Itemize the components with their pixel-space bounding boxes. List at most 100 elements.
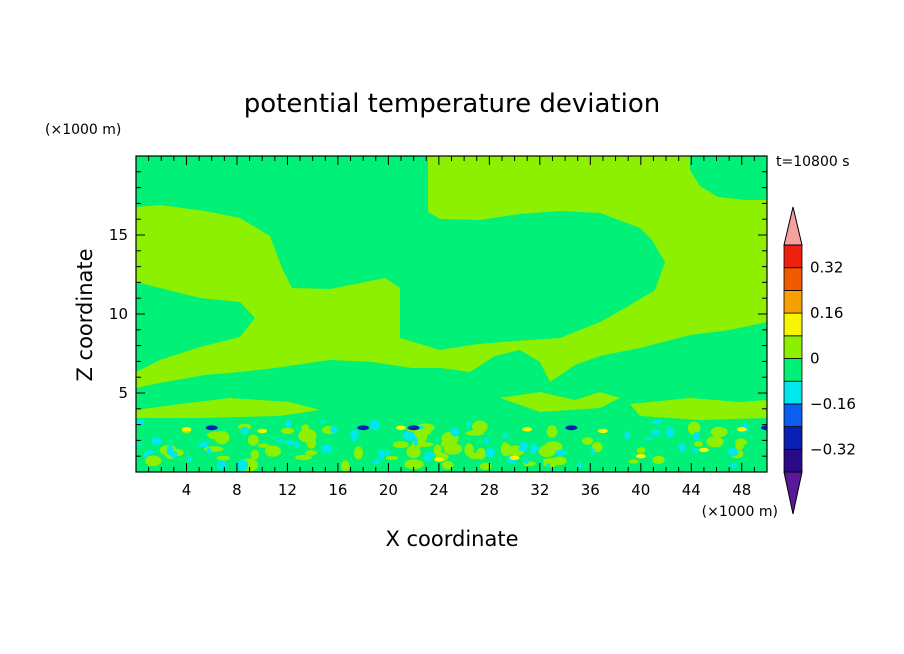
warm-cell (509, 455, 520, 460)
cyan-cell (285, 419, 292, 429)
cyan-cell (197, 443, 208, 448)
green-cell (416, 423, 435, 432)
axis-ticks (136, 156, 767, 472)
green-cell (442, 460, 454, 470)
x-tick-label: 16 (328, 481, 347, 499)
colorbar-tick-label: −0.16 (810, 395, 856, 413)
green-cell (500, 442, 510, 457)
cold-cell (357, 425, 370, 431)
cyan-cell (652, 419, 663, 425)
green-cell (694, 441, 704, 447)
cyan-cell (321, 444, 333, 453)
warm-cell (257, 428, 268, 434)
colorbar-tick-label: 0.32 (810, 259, 843, 277)
green-cell (479, 462, 492, 471)
x-unit-label: (×1000 m) (702, 504, 778, 520)
green-cell (216, 455, 230, 461)
boundary-layer-blobs (136, 419, 767, 472)
green-cell (636, 447, 646, 454)
time-label: t=10800 s (776, 154, 850, 170)
cyan-cell (372, 459, 381, 465)
green-cell (305, 450, 317, 456)
green-cell (538, 445, 556, 458)
cyan-cell (136, 442, 142, 446)
green-cell (306, 437, 317, 449)
cyan-cell (169, 450, 178, 458)
cold-cell (205, 425, 218, 431)
x-tick-label: 48 (732, 481, 751, 499)
cyan-cell (644, 436, 653, 441)
colorbar-tick-label: 0 (810, 350, 820, 368)
green-cell (257, 443, 270, 448)
green-cell (250, 449, 259, 460)
green-cell (406, 445, 421, 459)
cyan-cell (577, 462, 583, 468)
cyan-cell (401, 432, 412, 437)
warm-cell (181, 427, 192, 432)
colorbar-segment (783, 380, 803, 405)
colorbar-upper-arrow (783, 206, 803, 246)
cyan-cell (151, 436, 162, 446)
warm-cell (522, 427, 533, 432)
x-tick-label: 40 (631, 481, 650, 499)
x-tick-label: 24 (429, 481, 448, 499)
cyan-cell (524, 458, 529, 464)
cyan-cell (143, 452, 149, 458)
cyan-cell (385, 449, 390, 457)
green-cell (472, 420, 488, 433)
green-cell (301, 424, 310, 432)
cyan-cell (665, 427, 675, 438)
cyan-cell (320, 419, 325, 424)
cyan-cell (240, 426, 249, 435)
field-upper-negative-band (136, 156, 767, 350)
warm-cell (698, 447, 709, 453)
x-tick-label: 36 (581, 481, 600, 499)
cyan-cell (529, 446, 541, 450)
green-cell (264, 445, 281, 457)
colorbar (783, 206, 803, 515)
cyan-cell (519, 441, 528, 452)
x-tick-label: 8 (232, 481, 242, 499)
green-cell (628, 459, 639, 464)
field-lower-negative-band (136, 282, 767, 472)
cyan-cell (424, 452, 435, 458)
y-axis-label: Z coordinate (73, 248, 97, 381)
cold-cell (407, 425, 420, 431)
colorbar-segment (783, 312, 803, 337)
colorbar-segment (783, 267, 803, 291)
green-cell (652, 455, 665, 464)
cyan-cell (692, 447, 698, 453)
cyan-cell (237, 460, 249, 471)
green-cell (546, 425, 558, 438)
plot-area (136, 156, 767, 472)
green-cell (214, 430, 230, 445)
cyan-cell (727, 448, 739, 457)
y-unit-label: (×1000 m) (45, 122, 121, 138)
green-cell (385, 455, 399, 461)
y-tick-label: 15 (109, 226, 128, 244)
cyan-cell (501, 434, 510, 439)
cyan-cell (294, 441, 300, 449)
x-tick-label: 12 (278, 481, 297, 499)
cyan-cell (484, 437, 490, 444)
green-cell (354, 446, 363, 460)
colorbar-segment (783, 289, 803, 314)
cyan-cell (216, 460, 227, 471)
colorbar-segment (783, 244, 803, 269)
green-cell (468, 452, 481, 459)
x-axis-label: X coordinate (385, 527, 518, 551)
cyan-cell (285, 440, 295, 445)
cyan-cell (730, 462, 737, 469)
green-cell (414, 442, 434, 447)
colorbar-labels: 0.32 0.16 0 −0.16 −0.32 (810, 259, 856, 459)
cyan-cell (136, 419, 145, 425)
colorbar-segment (783, 358, 803, 382)
green-cell (404, 459, 424, 470)
green-cell (340, 460, 350, 472)
colorbar-tick-label: 0.16 (810, 304, 843, 322)
cyan-cell (624, 430, 630, 440)
x-tick-label: 28 (480, 481, 499, 499)
cyan-cell (275, 438, 285, 443)
green-cell (145, 455, 162, 467)
